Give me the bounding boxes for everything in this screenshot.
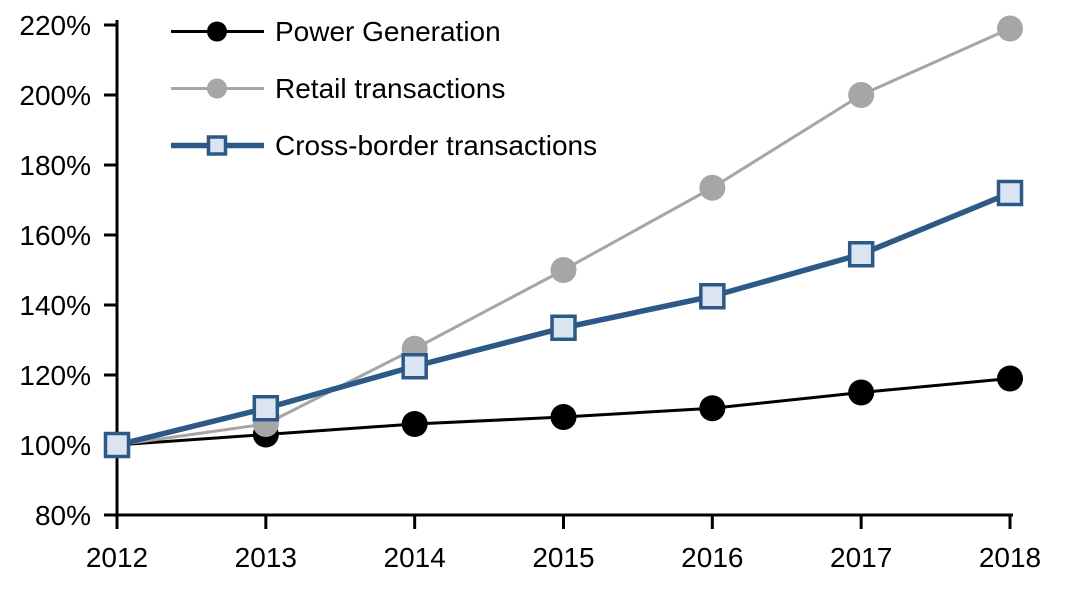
power-generation-line-circle-icon <box>171 21 264 42</box>
data-point-marker-cross-border-transactions <box>252 395 280 422</box>
data-point-marker-cross-border-transactions <box>550 314 577 341</box>
y-tick-label: 200% <box>19 80 91 111</box>
data-point-marker-cross-border-transactions <box>847 241 875 268</box>
legend-label-cross-border-transactions: Cross-border transactions <box>275 129 598 161</box>
cross-border-transactions-line-square-icon <box>171 135 264 156</box>
legend-item-power-generation: Power Generation <box>170 3 597 60</box>
data-point-marker-cross-border-transactions <box>401 353 428 380</box>
data-point-marker-power-generation <box>848 379 875 406</box>
data-point-marker-power-generation <box>997 365 1023 392</box>
x-tick-label: 2017 <box>830 542 892 573</box>
x-tick-label: 2018 <box>979 542 1041 573</box>
y-tick-label: 220% <box>19 10 91 41</box>
y-tick-label: 100% <box>19 430 91 461</box>
data-point-marker-power-generation <box>550 404 577 430</box>
legend-label-retail-transactions: Retail transactions <box>275 72 506 104</box>
data-point-marker-cross-border-transactions <box>103 431 131 459</box>
data-point-marker-retail-transactions <box>550 257 577 283</box>
y-tick-label: 120% <box>19 360 91 391</box>
legend-label-power-generation: Power Generation <box>275 15 501 47</box>
data-point-marker-cross-border-transactions <box>996 179 1024 207</box>
data-point-marker-retail-transactions <box>997 15 1023 42</box>
y-tick-label: 140% <box>19 290 91 321</box>
data-point-marker-power-generation <box>699 395 726 422</box>
legend-item-cross-border-transactions: Cross-border transactions <box>170 117 597 174</box>
x-tick-label: 2013 <box>235 542 297 573</box>
data-point-marker-retail-transactions <box>699 174 726 201</box>
data-point-marker-retail-transactions <box>848 82 875 108</box>
retail-transactions-line-circle-icon <box>171 78 264 99</box>
y-tick-label: 180% <box>19 150 91 181</box>
y-tick-label: 160% <box>19 220 91 251</box>
data-point-marker-power-generation <box>401 411 428 437</box>
x-tick-label: 2016 <box>681 542 743 573</box>
legend-item-retail-transactions: Retail transactions <box>170 60 597 117</box>
data-point-marker-cross-border-transactions <box>699 283 726 310</box>
x-tick-label: 2012 <box>86 542 148 573</box>
y-tick-label: 80% <box>35 500 91 531</box>
legend: Power Generation Retail transactions Cro… <box>170 3 597 174</box>
x-tick-label: 2014 <box>384 542 446 573</box>
x-tick-label: 2015 <box>532 542 594 573</box>
